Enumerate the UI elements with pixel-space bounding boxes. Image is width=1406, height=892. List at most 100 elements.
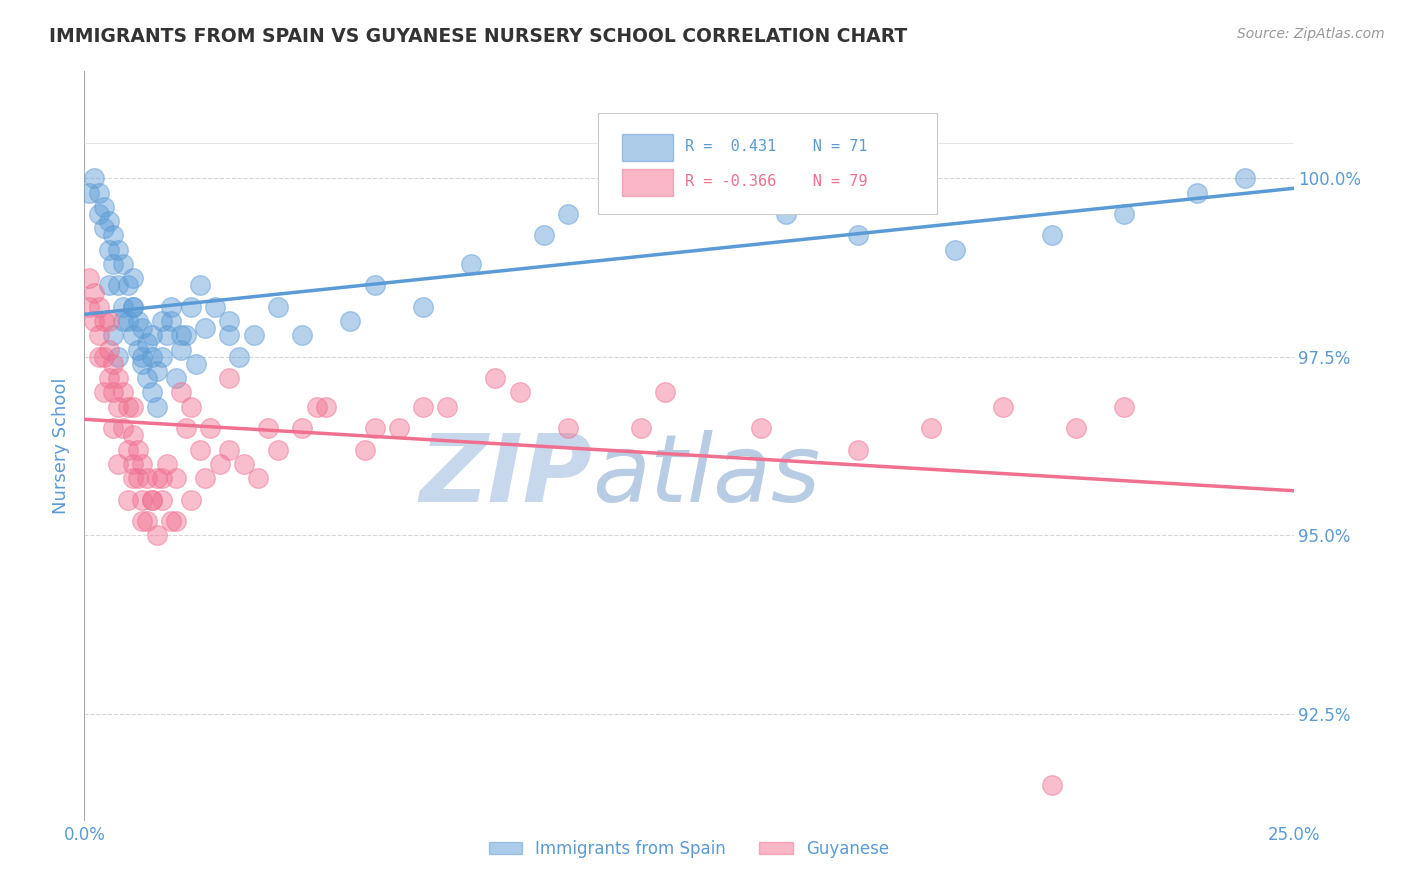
Point [131, 357, 153, 371]
Point [150, 350, 173, 364]
Point [87, 186, 110, 200]
Point [87, 300, 110, 314]
Point [218, 371, 240, 385]
Point [112, 421, 135, 435]
Point [170, 343, 193, 357]
Point [460, 257, 482, 271]
Point [117, 314, 139, 328]
Point [180, 300, 202, 314]
Point [131, 321, 153, 335]
Text: R =  0.431    N = 71: R = 0.431 N = 71 [685, 139, 868, 153]
Point [77, 300, 100, 314]
Point [107, 350, 129, 364]
Point [993, 400, 1015, 414]
Point [170, 385, 193, 400]
Point [127, 343, 149, 357]
Point [107, 243, 129, 257]
Point [218, 314, 240, 328]
Point [155, 457, 177, 471]
Point [174, 328, 197, 343]
Point [204, 300, 226, 314]
Point [103, 328, 125, 343]
Point [121, 400, 143, 414]
Point [920, 421, 942, 435]
Point [1185, 186, 1208, 200]
Point [97, 214, 120, 228]
Point [127, 314, 149, 328]
Point [107, 400, 129, 414]
Point [83, 171, 105, 186]
Point [1064, 421, 1087, 435]
Point [751, 421, 773, 435]
Point [165, 514, 187, 528]
Point [943, 243, 966, 257]
Point [97, 278, 120, 293]
Point [775, 207, 797, 221]
Point [218, 328, 240, 343]
Point [97, 343, 120, 357]
Point [103, 228, 125, 243]
Point [87, 350, 110, 364]
Point [267, 300, 290, 314]
Point [103, 257, 125, 271]
Point [509, 385, 531, 400]
Point [654, 385, 676, 400]
Point [436, 400, 458, 414]
Point [174, 421, 197, 435]
Point [557, 421, 579, 435]
Point [484, 371, 506, 385]
Point [121, 271, 143, 285]
Point [533, 228, 555, 243]
Point [257, 421, 280, 435]
Point [228, 350, 250, 364]
Y-axis label: Nursery School: Nursery School [52, 377, 70, 515]
Point [103, 357, 125, 371]
Point [93, 385, 115, 400]
Point [198, 421, 221, 435]
Point [97, 314, 120, 328]
Point [93, 350, 115, 364]
Legend: Immigrants from Spain, Guyanese: Immigrants from Spain, Guyanese [482, 833, 896, 864]
Point [93, 221, 115, 235]
Point [117, 278, 139, 293]
Point [846, 228, 869, 243]
Point [136, 471, 159, 485]
Point [136, 335, 159, 350]
Point [103, 421, 125, 435]
Point [107, 278, 129, 293]
Point [846, 442, 869, 457]
Point [121, 471, 143, 485]
Point [1040, 228, 1063, 243]
Point [165, 471, 187, 485]
Point [1114, 207, 1136, 221]
Point [339, 314, 361, 328]
Text: ZIP: ZIP [419, 430, 592, 522]
Point [117, 442, 139, 457]
Point [131, 350, 153, 364]
Point [190, 442, 212, 457]
Text: Source: ZipAtlas.com: Source: ZipAtlas.com [1237, 27, 1385, 41]
Point [107, 457, 129, 471]
Point [141, 492, 163, 507]
Point [247, 471, 270, 485]
Point [131, 457, 153, 471]
Point [141, 328, 163, 343]
Point [354, 442, 377, 457]
Point [557, 207, 579, 221]
Point [103, 385, 125, 400]
Point [242, 328, 264, 343]
FancyBboxPatch shape [623, 169, 673, 196]
Point [117, 400, 139, 414]
Point [170, 328, 193, 343]
Point [112, 257, 135, 271]
Point [127, 471, 149, 485]
Point [1040, 778, 1063, 792]
Point [121, 428, 143, 442]
Point [160, 300, 183, 314]
Point [136, 514, 159, 528]
Point [97, 371, 120, 385]
Point [146, 400, 169, 414]
Point [121, 300, 143, 314]
Point [107, 371, 129, 385]
Point [630, 421, 652, 435]
